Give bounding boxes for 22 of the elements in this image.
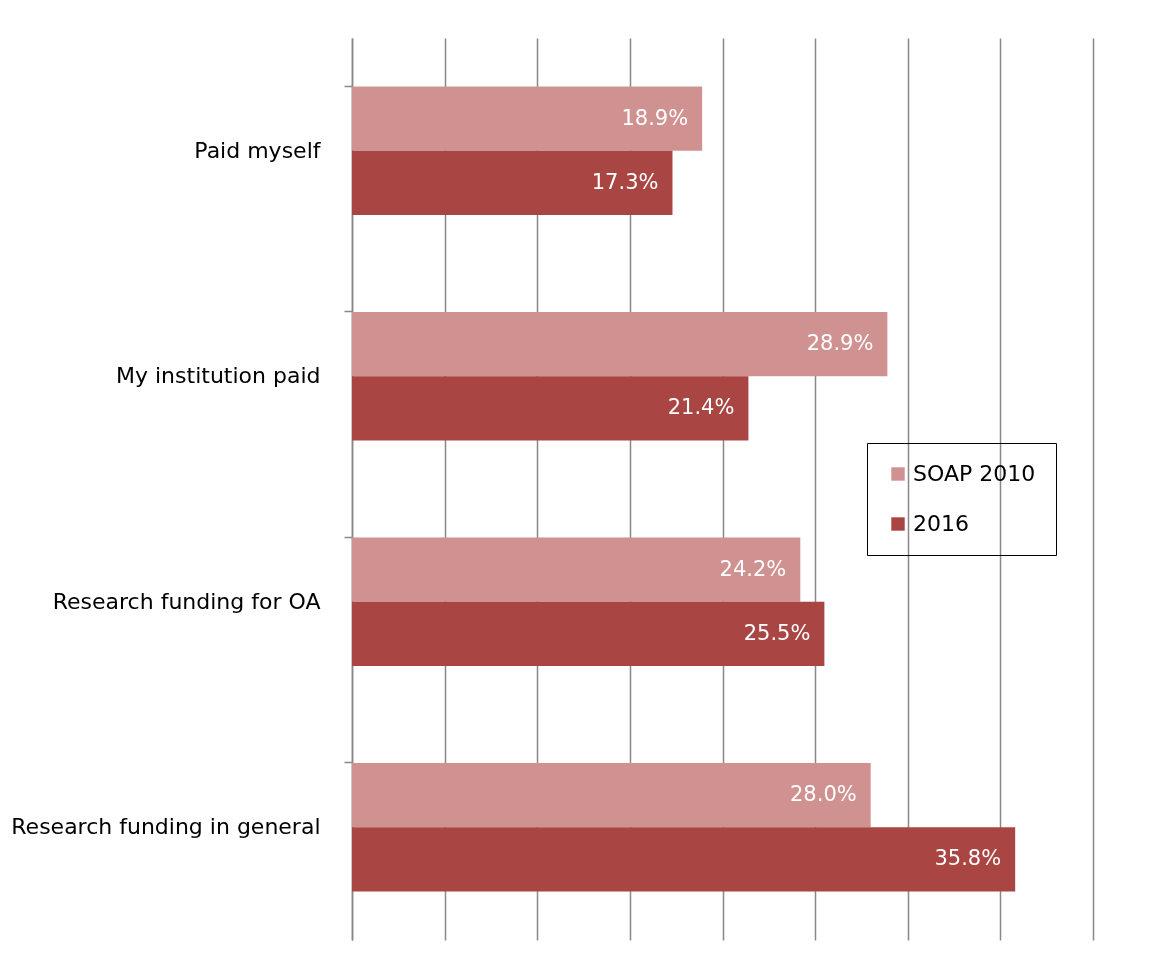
bar bbox=[352, 150, 673, 216]
data-label: 18.9% bbox=[621, 105, 689, 130]
y-tick-label: My institution paid bbox=[116, 363, 321, 389]
data-label: 28.0% bbox=[789, 782, 857, 807]
bar bbox=[352, 376, 749, 441]
data-label: 24.2% bbox=[719, 556, 787, 581]
data-label: 25.5% bbox=[743, 620, 811, 645]
y-tick-label: Paid myself bbox=[194, 137, 322, 163]
legend-label: SOAP 2010 bbox=[913, 461, 1036, 486]
bar bbox=[352, 537, 801, 602]
bar bbox=[352, 601, 825, 667]
data-label: 17.3% bbox=[591, 169, 659, 194]
data-label: 21.4% bbox=[667, 395, 735, 420]
bar bbox=[352, 86, 703, 151]
bar bbox=[352, 762, 871, 828]
y-tick-label: Research funding in general bbox=[11, 814, 321, 840]
data-label: 35.8% bbox=[934, 846, 1002, 871]
data-label: 28.9% bbox=[806, 331, 874, 356]
y-tick-label: Research funding for OA bbox=[52, 588, 321, 614]
bar bbox=[352, 827, 1016, 892]
legend-label: 2016 bbox=[913, 511, 969, 536]
bar bbox=[352, 311, 888, 377]
